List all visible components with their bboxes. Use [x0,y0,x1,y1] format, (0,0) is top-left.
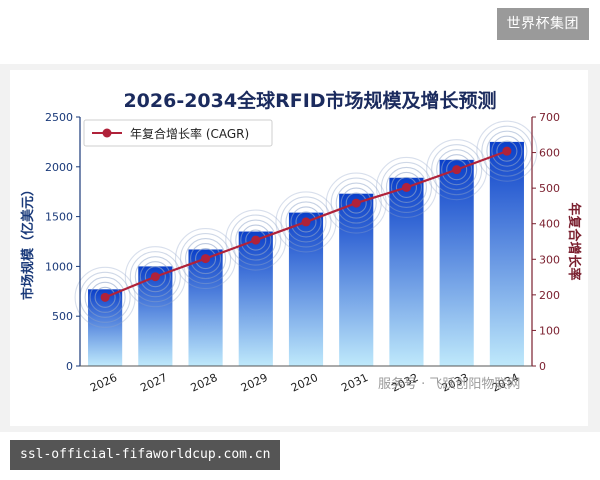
halo-ring [235,219,277,261]
halo-ring [185,238,227,280]
y-tick-left: 2000 [45,161,73,174]
bar-2027 [138,266,173,366]
halo-ring [290,206,322,238]
y-tick-left: 2500 [45,111,73,124]
y-tick-right: 0 [539,360,546,373]
halo-ring [124,246,186,308]
cagr-point-2032 [401,182,411,192]
x-tick-label: 2020 [289,371,320,395]
halo-ring [240,224,272,256]
bar-2033 [439,159,474,366]
cagr-point-2027 [150,272,160,282]
x-tick-label: 2026 [88,371,119,395]
y-tick-right: 600 [539,147,560,160]
y-tick-left: 1000 [45,260,73,273]
halo-ring [280,196,332,248]
watermark: 服务号 · 飞跃创阳物联网 [378,376,520,392]
y-tick-right: 400 [539,218,560,231]
cagr-point-2034 [502,146,512,156]
bar-2020 [288,212,324,366]
halo-ring [496,140,518,162]
halo-ring [385,166,427,208]
y-axis-label-right: 年复合增长率 [566,202,582,280]
legend-label: 年复合增长率 (CAGR) [130,126,249,141]
halo-ring [436,149,478,191]
halo-ring [345,192,367,214]
halo-ring [275,191,337,253]
brand-badge: 世界杯集团 [496,8,589,40]
legend: 年复合增长率 (CAGR) [83,119,273,147]
halo-ring [144,266,166,288]
halo-ring [245,229,267,251]
y-tick-left: 500 [52,310,73,323]
halo-ring [139,261,171,293]
halo-ring [431,144,483,196]
halo-ring [84,276,126,318]
rfid-market-chart: 2026-2034全球RFID市场规模及增长预测 050010001500200… [20,89,582,395]
x-tick-label: 2028 [189,371,220,395]
y-tick-left: 0 [66,360,73,373]
halo-ring [94,286,116,308]
halo-ring [335,182,377,224]
y-tick-right: 200 [539,289,560,302]
chart-card: 2026-2034全球RFID市场规模及增长预测 0 500 1000 1500 200… [10,70,588,426]
halo-ring [190,243,222,275]
halo-ring [390,171,422,203]
cagr-point-2026 [100,292,110,302]
halo-ring [380,161,432,213]
y-tick-right: 100 [539,324,560,337]
cagr-point-2029 [251,235,261,245]
cagr-point-2033 [452,165,462,175]
bar-2026 [88,289,123,366]
bar-2029 [238,231,273,366]
halo-ring [375,156,437,218]
halo-ring [476,120,538,182]
cagr-point-2031 [351,198,361,208]
halo-ring [195,248,217,270]
halo-ring [89,281,121,313]
halo-ring [74,266,136,328]
halo-ring [446,159,468,181]
halo-ring [285,201,327,243]
x-tick-label: 2029 [239,371,270,395]
cagr-point-2028 [201,254,211,264]
halo-ring [134,256,176,298]
y-tick-right: 300 [539,253,560,266]
cagr-point-2020 [301,217,311,227]
bar-2031 [339,193,374,366]
halo-ring [340,187,372,219]
y-tick-right: 700 [539,111,560,124]
chart-title: 2026-2034全球RFID市场规模及增长预测 [123,89,496,112]
halo-ring [180,233,232,285]
url-banner: ssl-official-fifaworldcup.com.cn [10,440,281,470]
y-tick-right: 500 [539,182,560,195]
halo-ring [426,139,488,201]
halo-ring [129,251,181,303]
halo-ring [295,211,317,233]
halo-ring [225,209,287,271]
x-tick-label: 2027 [138,371,169,395]
halo-ring [441,154,473,186]
y-axis-label-left: 市场规模（亿美元） [20,183,36,300]
x-tick-label: 2031 [339,371,370,395]
bar-2032 [389,177,424,366]
halo-ring [330,177,382,229]
halo-ring [486,130,528,172]
halo-ring [175,228,237,290]
y-tick-left: 1500 [45,211,73,224]
halo-ring [395,176,417,198]
halo-ring [230,214,282,266]
bar-2034 [489,141,524,366]
halo-ring [325,172,387,234]
halo-ring [491,135,523,167]
